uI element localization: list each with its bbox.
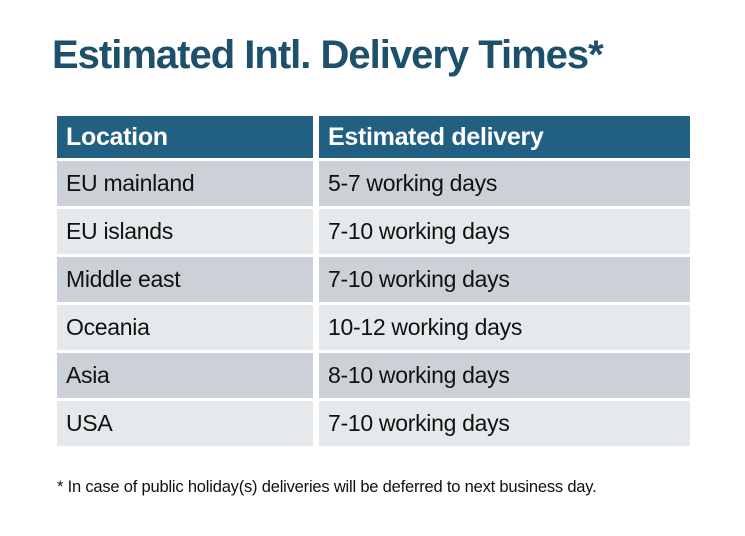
cell-location: Oceania bbox=[57, 305, 313, 350]
page-title: Estimated Intl. Delivery Times* bbox=[52, 33, 604, 77]
cell-estimated-delivery: 8-10 working days bbox=[319, 353, 690, 398]
cell-estimated-delivery: 7-10 working days bbox=[319, 401, 690, 446]
cell-location: Middle east bbox=[57, 257, 313, 302]
delivery-times-table: Location Estimated delivery EU mainland 5… bbox=[57, 116, 690, 446]
cell-estimated-delivery: 5-7 working days bbox=[319, 161, 690, 206]
column-header-estimated-delivery: Estimated delivery bbox=[319, 116, 690, 158]
cell-estimated-delivery: 7-10 working days bbox=[319, 209, 690, 254]
footnote: * In case of public holiday(s) deliverie… bbox=[57, 478, 597, 496]
cell-estimated-delivery: 7-10 working days bbox=[319, 257, 690, 302]
cell-location: Asia bbox=[57, 353, 313, 398]
cell-location: EU mainland bbox=[57, 161, 313, 206]
cell-location: EU islands bbox=[57, 209, 313, 254]
column-header-location: Location bbox=[57, 116, 313, 158]
cell-estimated-delivery: 10-12 working days bbox=[319, 305, 690, 350]
cell-location: USA bbox=[57, 401, 313, 446]
